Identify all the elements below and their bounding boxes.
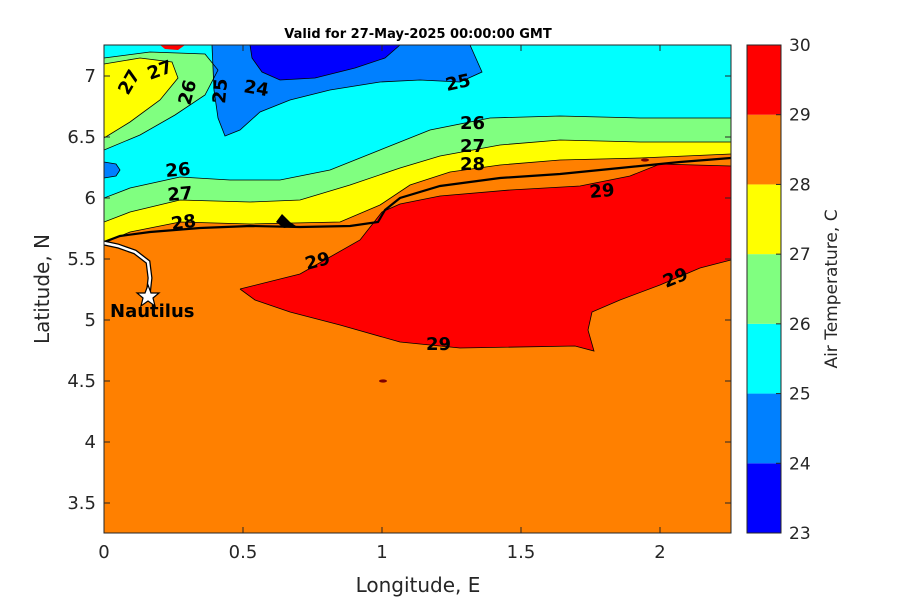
band-29-30-north: [160, 45, 185, 50]
y-tick-label: 4.5: [67, 371, 96, 392]
contour-label: 25: [209, 78, 232, 105]
y-tick-label: 5.5: [67, 249, 96, 270]
contour-label: 27: [460, 136, 485, 157]
y-tick-label: 7: [85, 66, 96, 87]
contour-label: 28: [170, 211, 198, 235]
map-title: Valid for 27-May-2025 00:00:00 GMT: [284, 27, 552, 42]
colorbar-band: [747, 463, 781, 533]
shoal-marker: [276, 214, 296, 228]
contour-lines: [104, 45, 731, 352]
colorbar-band: [747, 323, 781, 394]
y-tick-label: 5: [85, 310, 96, 331]
contour-27: [104, 153, 731, 244]
y-tick-label: 3.5: [67, 493, 96, 514]
spot-marker: [641, 158, 649, 162]
band-29-30: [240, 164, 731, 351]
colorbar-band: [747, 184, 781, 255]
spot-marker: [379, 379, 387, 383]
contour-label: 27: [167, 183, 194, 206]
colorbar-ticks: 23 24 25 26 27 28 29 30: [776, 36, 811, 544]
colorbar-band: [747, 45, 781, 115]
band-27-28-north: [104, 58, 178, 138]
x-tick-label: 1.5: [507, 542, 536, 563]
contour-23: [249, 45, 401, 81]
colorbar-band: [747, 254, 781, 324]
station-star-icon: [135, 283, 161, 308]
contour-label: 29: [589, 180, 616, 203]
x-axis: [103, 45, 661, 533]
x-axis-label: Longitude, E: [356, 573, 481, 597]
contour-25: [104, 115, 731, 199]
y-tick-label: 6: [85, 188, 96, 209]
colorbar-tick-label: 30: [789, 36, 811, 56]
contour-label: 28: [460, 154, 485, 175]
colorbar-tick-label: 23: [789, 524, 811, 544]
contour-26-north: [104, 51, 219, 151]
contour-27-north: [104, 57, 179, 139]
contour-label: 29: [426, 334, 451, 355]
band-24-25-west: [104, 162, 120, 178]
station-label: Nautilus: [110, 301, 195, 322]
contour-fills: [104, 45, 731, 533]
contour-label: 24: [242, 76, 270, 101]
x-tick-label: 1: [376, 542, 387, 563]
plot-frame: [103, 44, 732, 534]
colorbar-tick-label: 24: [789, 454, 811, 474]
band-23-24: [250, 45, 400, 80]
colorbar-tick-label: 25: [789, 385, 811, 405]
colorbar: [747, 45, 781, 533]
colorbar-tick-label: 27: [789, 245, 811, 265]
contour-24: [211, 45, 483, 137]
ship-track: [103, 241, 152, 297]
x-tick-label: 0: [98, 542, 109, 563]
contour-label: 26: [460, 113, 485, 134]
colorbar-label: Air Temperature, C: [822, 209, 842, 368]
colorbar-tick-label: 26: [789, 315, 811, 335]
colorbar-tick-label: 29: [789, 106, 811, 126]
colorbar-tick-label: 28: [789, 175, 811, 195]
coastline: [104, 156, 731, 244]
y-axis-label: Latitude, N: [30, 234, 54, 344]
contour-29: [239, 163, 731, 352]
colorbar-band: [747, 114, 781, 185]
colorbar-band: [747, 393, 781, 464]
colorbar-frame: [746, 44, 782, 534]
contour-26: [104, 139, 731, 223]
y-axis: [104, 75, 731, 504]
contour-label: 26: [165, 159, 192, 182]
y-tick-label: 4: [85, 432, 96, 453]
x-tick-label: 2: [654, 542, 665, 563]
contour-label: 25: [444, 70, 473, 96]
contour-24-west: [104, 161, 121, 179]
y-tick-label: 6.5: [67, 127, 96, 148]
x-tick-label: 0.5: [229, 542, 258, 563]
